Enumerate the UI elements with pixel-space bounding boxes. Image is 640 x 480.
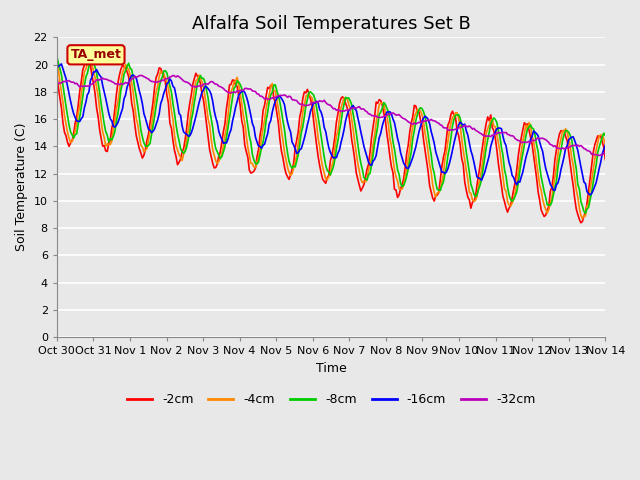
-2cm (572, 206, 580, 212)
Line: -32cm: -32cm (57, 75, 605, 156)
-32cm (246, 86, 253, 92)
-32cm (595, 153, 603, 158)
-4cm (218, 151, 226, 156)
Legend: -2cm, -4cm, -8cm, -16cm, -32cm: -2cm, -4cm, -8cm, -16cm, -32cm (122, 388, 540, 411)
-2cm (84, 52, 92, 58)
-8cm (216, 156, 224, 161)
-2cm (246, 168, 253, 173)
X-axis label: Time: Time (316, 362, 346, 375)
-4cm (122, 61, 129, 67)
-32cm (294, 100, 302, 106)
-32cm (53, 82, 61, 87)
Line: -8cm: -8cm (57, 56, 605, 213)
-16cm (572, 143, 580, 148)
-8cm (582, 210, 589, 216)
-4cm (579, 216, 586, 222)
-8cm (293, 158, 301, 164)
-16cm (586, 192, 594, 198)
-32cm (236, 88, 244, 94)
-4cm (53, 60, 61, 66)
Title: Alfalfa Soil Temperatures Set B: Alfalfa Soil Temperatures Set B (192, 15, 470, 33)
Y-axis label: Soil Temperature (C): Soil Temperature (C) (15, 123, 28, 252)
-16cm (218, 136, 226, 142)
-2cm (53, 72, 61, 78)
-16cm (122, 92, 129, 98)
-2cm (218, 139, 226, 145)
-8cm (53, 53, 61, 59)
Line: -2cm: -2cm (57, 55, 605, 223)
-8cm (602, 133, 609, 139)
Text: TA_met: TA_met (70, 48, 122, 61)
-4cm (246, 152, 253, 158)
-32cm (169, 72, 177, 78)
Line: -4cm: -4cm (57, 61, 605, 219)
-16cm (246, 106, 253, 111)
-16cm (236, 90, 244, 96)
-4cm (602, 142, 609, 147)
-16cm (602, 142, 609, 148)
-2cm (294, 129, 302, 135)
-32cm (602, 150, 609, 156)
-2cm (577, 220, 585, 226)
Line: -16cm: -16cm (57, 64, 605, 195)
-8cm (571, 157, 579, 163)
-2cm (236, 103, 244, 108)
-2cm (602, 157, 609, 163)
-32cm (218, 84, 226, 90)
-16cm (294, 150, 302, 156)
-8cm (235, 79, 243, 85)
-32cm (572, 143, 580, 149)
-4cm (294, 141, 302, 147)
-16cm (53, 66, 61, 72)
-32cm (120, 81, 128, 86)
-8cm (120, 71, 128, 77)
-2cm (122, 64, 129, 70)
-16cm (58, 61, 65, 67)
-4cm (85, 58, 93, 64)
-4cm (236, 90, 244, 96)
-4cm (572, 187, 580, 193)
-8cm (244, 122, 252, 128)
